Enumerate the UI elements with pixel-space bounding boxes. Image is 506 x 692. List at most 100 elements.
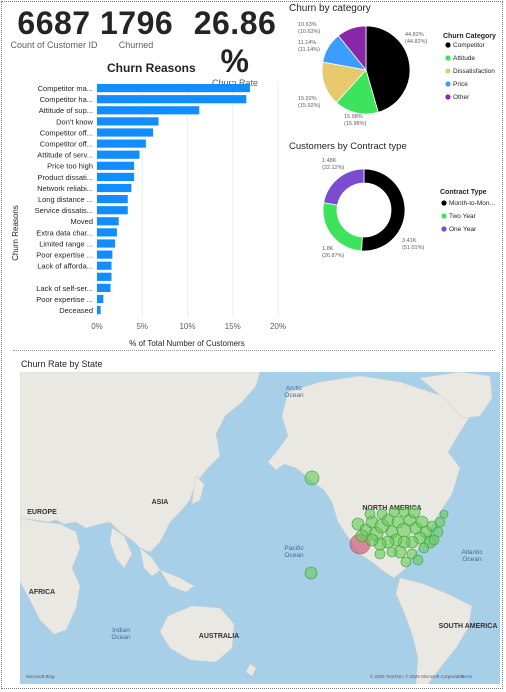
state-bubble[interactable]: [439, 509, 449, 519]
state-bubble[interactable]: [304, 566, 318, 580]
pie-slice[interactable]: [365, 25, 411, 113]
category-label: Moved: [70, 217, 93, 226]
category-label: Extra data char...: [36, 228, 93, 237]
legend-marker: [441, 200, 447, 206]
reasons-bar-chart[interactable]: Churn Reasons % of Total Number of Custo…: [0, 78, 290, 350]
state-bubble[interactable]: [428, 534, 440, 546]
legend-marker: [441, 213, 447, 219]
state-bubble[interactable]: [304, 470, 320, 486]
legend-entry[interactable]: Competitor: [453, 42, 486, 49]
churn-reason-bar[interactable]: [97, 239, 116, 248]
state-bubble[interactable]: [434, 516, 446, 528]
churn-reason-bar[interactable]: [97, 272, 112, 281]
state-bubble[interactable]: [418, 542, 430, 554]
atlantic-ocean-label: Atlantic Ocean: [461, 549, 483, 563]
state-bubble[interactable]: [412, 554, 424, 566]
slice-data-label: (51.01%): [402, 245, 424, 251]
legend-entry[interactable]: Month-to-Mon...: [449, 200, 495, 207]
category-label: Competitor off...: [40, 128, 93, 137]
map-title: Churn Rate by State: [21, 359, 103, 369]
churn-map[interactable]: Arctic Ocean Pacific Ocean Atlantic Ocean I…: [20, 372, 500, 684]
slice-data-label: 15.98%: [344, 114, 363, 120]
kpi-churned[interactable]: 1796 Churned: [100, 4, 173, 50]
churn-reason-bar[interactable]: [97, 183, 132, 193]
legend-entry[interactable]: Price: [453, 81, 468, 88]
map-terms-link[interactable]: Terms: [460, 674, 473, 679]
state-bubble[interactable]: [407, 505, 421, 519]
kpi-churn-rate[interactable]: 26.86 % Churn Rate: [182, 4, 288, 88]
state-bubble[interactable]: [388, 506, 400, 518]
donut-slice[interactable]: [322, 202, 363, 252]
churn-reason-bar[interactable]: [97, 206, 128, 215]
category-label: Lack of afforda...: [37, 262, 93, 271]
churn-reason-bar[interactable]: [97, 283, 111, 292]
category-label: Network reliabi...: [37, 184, 93, 193]
pie-slice[interactable]: [335, 69, 379, 115]
category-label: Service dissatis...: [35, 206, 93, 215]
slice-data-label: 44.82%: [405, 32, 424, 38]
churn-reason-bar[interactable]: [97, 306, 101, 315]
slice-data-label: (44.82%): [405, 39, 427, 45]
reasons-x-axis-label: % of Total Number of Customers: [129, 339, 244, 348]
x-tick-label: 0%: [91, 322, 103, 331]
legend-marker: [445, 68, 451, 74]
churn-reason-bar[interactable]: [97, 195, 128, 204]
churn-reason-bar[interactable]: [97, 217, 119, 226]
legend-entry[interactable]: Dissatisfaction: [453, 68, 495, 75]
legend-marker: [445, 94, 451, 100]
churn-reason-bar[interactable]: [97, 161, 135, 170]
slice-data-label: (15.92%): [298, 103, 320, 109]
legend-entry[interactable]: Two Year: [449, 213, 477, 220]
state-bubble[interactable]: [386, 546, 398, 558]
legend-entry[interactable]: Other: [453, 94, 470, 101]
churn-reason-bar[interactable]: [97, 294, 104, 304]
reasons-y-axis-label: Churn Reasons: [11, 205, 20, 261]
slice-data-label: (15.98%): [344, 121, 366, 127]
category-label: Poor expertise ...: [36, 295, 93, 304]
south-america-label: SOUTH AMERICA: [439, 623, 498, 630]
churn-reason-bar[interactable]: [97, 128, 154, 137]
churn-reason-bar[interactable]: [97, 150, 140, 159]
state-bubble[interactable]: [355, 529, 369, 543]
legend-entry[interactable]: One Year: [449, 226, 477, 233]
slice-data-label: 1.8K: [322, 246, 334, 252]
state-bubble[interactable]: [400, 556, 412, 568]
map-canvas[interactable]: Arctic Ocean Pacific Ocean Atlantic Ocean I…: [20, 372, 500, 684]
contract-legend-title: Contract Type: [440, 189, 487, 196]
churn-reason-bar[interactable]: [97, 228, 117, 237]
category-pie-chart[interactable]: Churn Category 44.82%(44.82%)15.98%(15.9…: [288, 14, 502, 130]
pie-slice[interactable]: [337, 25, 367, 72]
category-label: Limited range ...: [39, 239, 93, 248]
kpi-customer-count-label: Count of Customer ID: [10, 40, 98, 50]
legend-entry[interactable]: Attitude: [453, 55, 475, 62]
state-bubble[interactable]: [374, 548, 386, 560]
churn-reason-bar[interactable]: [97, 172, 135, 181]
map-attribution: © 2025 TomTom, © 2025 Microsoft Corporat…: [370, 673, 465, 679]
donut-slice[interactable]: [323, 168, 365, 206]
state-bubbles[interactable]: [304, 470, 449, 580]
churn-reason-bar[interactable]: [97, 139, 146, 148]
churn-reason-bar[interactable]: [97, 250, 113, 259]
kpi-customer-count[interactable]: 6687 Count of Customer ID: [10, 4, 98, 50]
churn-reason-bar[interactable]: [97, 117, 159, 126]
state-bubble[interactable]: [376, 508, 388, 520]
donut-slice[interactable]: [361, 168, 406, 252]
slice-data-label: (11.14%): [298, 47, 320, 53]
slice-data-label: 15.92%: [298, 96, 317, 102]
churn-reason-bar[interactable]: [97, 261, 112, 270]
churn-reason-bar[interactable]: [97, 95, 247, 104]
state-bubble[interactable]: [364, 508, 376, 520]
state-bubble[interactable]: [398, 506, 410, 518]
pacific-ocean-label: Pacific Ocean: [284, 545, 304, 559]
slice-data-label: 10.63%: [298, 22, 317, 28]
category-label: Attitude of sup...: [39, 106, 93, 115]
pie-slice[interactable]: [321, 61, 367, 104]
kpi-churn-rate-value: 26.86 %: [193, 5, 277, 79]
contract-donut-chart[interactable]: Contract Type 3.41K(51.01%) 1.8K(26.87%) 1…: [288, 152, 502, 262]
indian-ocean-label: Indian Ocean: [111, 627, 131, 641]
churn-reason-bar[interactable]: [97, 106, 200, 115]
churn-reason-bar[interactable]: [97, 84, 250, 93]
kpi-customer-count-value: 6687: [17, 5, 91, 41]
europe-label: EUROPE: [27, 509, 57, 516]
category-chart-title: Churn by category: [289, 3, 371, 14]
